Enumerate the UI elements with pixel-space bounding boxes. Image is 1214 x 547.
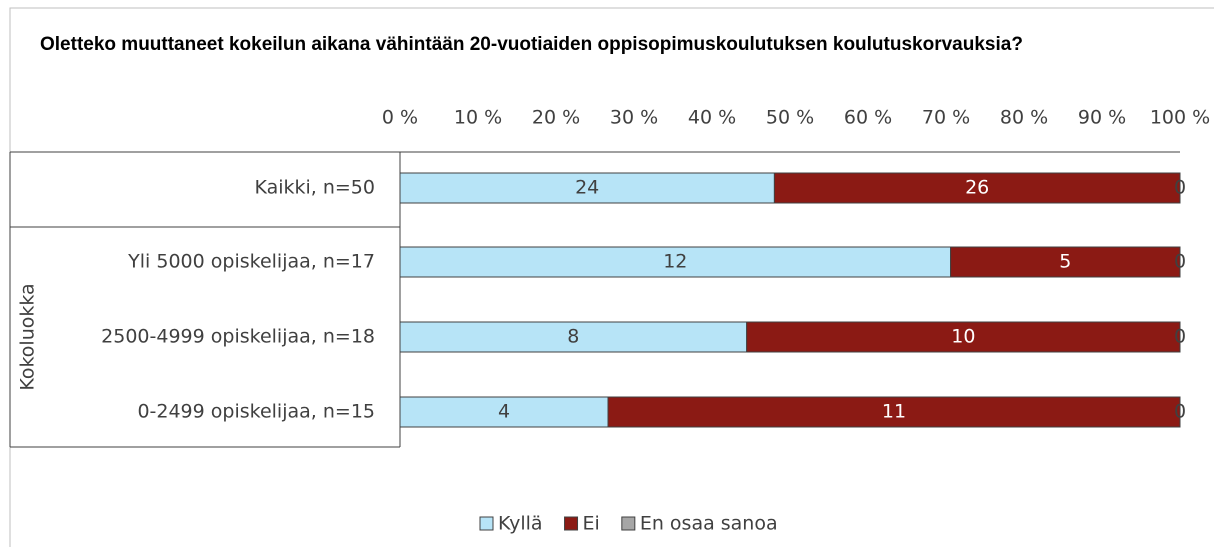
x-tick-label: 60 % [844, 107, 892, 129]
data-label: 26 [965, 177, 989, 199]
bar-segment [746, 321, 1181, 353]
legend-label: Ei [583, 513, 600, 535]
data-label: 12 [663, 251, 687, 273]
data-label: 0 [1174, 251, 1186, 273]
bar-segment [399, 172, 775, 204]
x-tick-label: 30 % [610, 107, 658, 129]
bar-segment [399, 396, 609, 428]
x-tick-label: 70 % [922, 107, 970, 129]
x-tick-label: 80 % [1000, 107, 1048, 129]
data-label: 0 [1174, 326, 1186, 348]
bar-segment [950, 246, 1181, 278]
bar-segment [773, 172, 1181, 204]
data-label: 0 [1174, 177, 1186, 199]
chart-title: Oletteko muuttaneet kokeilun aikana vähi… [40, 34, 1023, 55]
y-tick-label: 2500-4999 opiskelijaa, n=18 [101, 326, 375, 348]
x-tick-label: 10 % [454, 107, 502, 129]
x-tick-label: 50 % [766, 107, 814, 129]
data-label: 24 [575, 177, 599, 199]
bar-segment [399, 246, 952, 278]
data-label: 10 [951, 326, 975, 348]
bar-segment [399, 321, 748, 353]
data-label: 4 [498, 401, 510, 423]
data-label: 8 [567, 326, 579, 348]
legend-swatch [564, 516, 579, 531]
y-tick-label: 0-2499 opiskelijaa, n=15 [137, 401, 375, 423]
legend-swatch [621, 516, 636, 531]
y-tick-label: Kaikki, n=50 [254, 177, 375, 199]
x-tick-label: 20 % [532, 107, 580, 129]
x-tick-label: 0 % [382, 107, 418, 129]
legend-label: En osaa sanoa [640, 513, 778, 535]
legend-label: Kyllä [498, 513, 543, 535]
group-label: Kokoluokka [17, 283, 39, 390]
data-label: 0 [1174, 401, 1186, 423]
data-label: 11 [882, 401, 906, 423]
legend-swatch [479, 516, 494, 531]
x-tick-label: 40 % [688, 107, 736, 129]
x-tick-label: 100 % [1150, 107, 1210, 129]
data-label: 5 [1059, 251, 1071, 273]
x-tick-label: 90 % [1078, 107, 1126, 129]
y-tick-label: Yli 5000 opiskelijaa, n=17 [127, 251, 375, 273]
bar-segment [607, 396, 1181, 428]
